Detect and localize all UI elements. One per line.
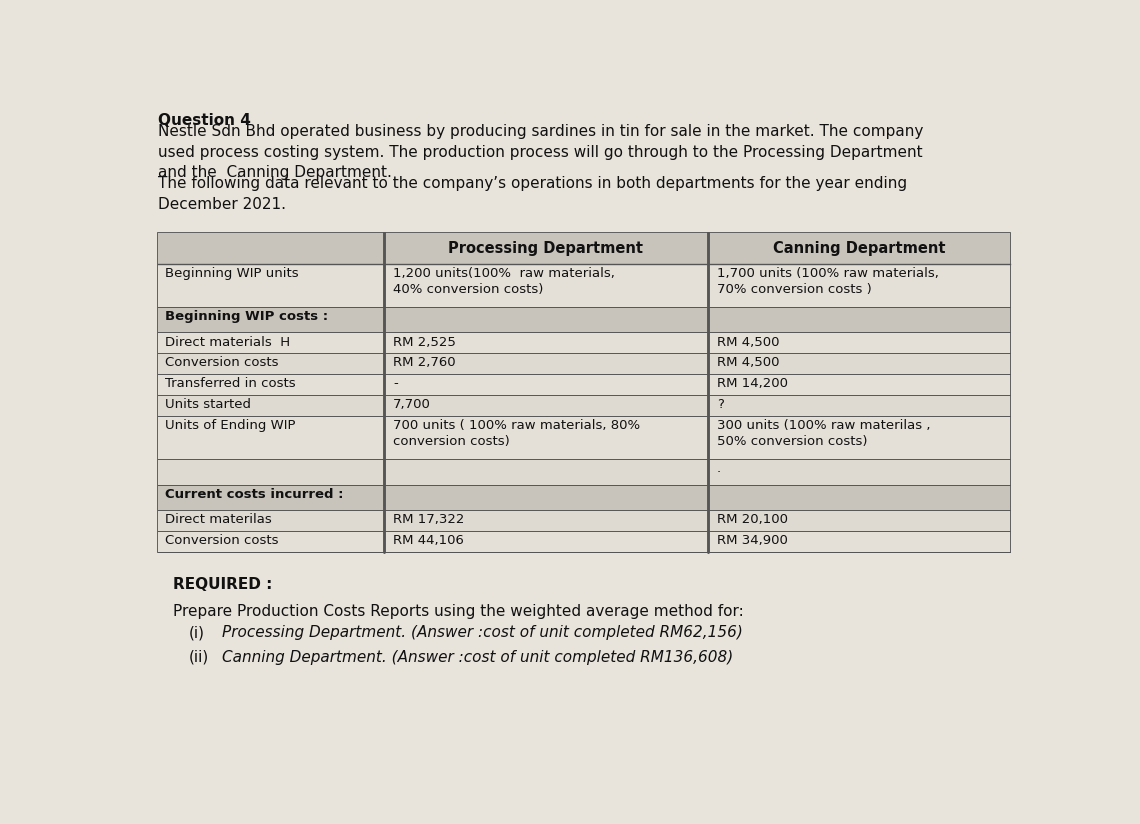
Text: RM 4,500: RM 4,500	[717, 335, 779, 349]
Bar	[158, 332, 1010, 353]
Text: Beginning WIP units: Beginning WIP units	[165, 267, 299, 280]
Text: RM 14,200: RM 14,200	[717, 377, 788, 391]
Text: -: -	[393, 377, 398, 391]
Text: Beginning WIP costs :: Beginning WIP costs :	[165, 310, 328, 323]
Bar	[158, 531, 1010, 552]
Text: Conversion costs: Conversion costs	[165, 534, 279, 547]
Text: RM 44,106: RM 44,106	[393, 534, 464, 547]
Bar	[158, 459, 1010, 485]
Text: Units started: Units started	[165, 398, 252, 411]
Text: RM 34,900: RM 34,900	[717, 534, 788, 547]
Text: (ii): (ii)	[188, 649, 209, 665]
Bar	[158, 396, 1010, 416]
Text: Transferred in costs: Transferred in costs	[165, 377, 296, 391]
Text: REQUIRED :: REQUIRED :	[173, 578, 272, 592]
Bar	[158, 233, 1010, 264]
Text: Canning Department: Canning Department	[773, 241, 945, 256]
Text: RM 2,525: RM 2,525	[393, 335, 456, 349]
Text: (i): (i)	[188, 625, 204, 640]
Text: Question 4: Question 4	[158, 113, 251, 128]
Text: Direct materials  H: Direct materials H	[165, 335, 291, 349]
Bar	[158, 264, 1010, 307]
Bar	[158, 510, 1010, 531]
Text: Current costs incurred :: Current costs incurred :	[165, 488, 344, 501]
Text: Prepare Production Costs Reports using the weighted average method for:: Prepare Production Costs Reports using t…	[173, 604, 744, 619]
Text: Canning Department. (Answer :cost of unit completed RM136,608): Canning Department. (Answer :cost of uni…	[222, 649, 733, 665]
Text: The following data relevant to the company’s operations in both departments for : The following data relevant to the compa…	[158, 176, 907, 212]
Text: Processing Department: Processing Department	[448, 241, 643, 256]
Text: 700 units ( 100% raw materials, 80%
conversion costs): 700 units ( 100% raw materials, 80% conv…	[393, 419, 640, 448]
Bar	[158, 353, 1010, 374]
Text: RM 17,322: RM 17,322	[393, 513, 464, 527]
Text: Conversion costs: Conversion costs	[165, 357, 279, 369]
Text: 1,200 units(100%  raw materials,
40% conversion costs): 1,200 units(100% raw materials, 40% conv…	[393, 267, 614, 296]
Text: RM 20,100: RM 20,100	[717, 513, 788, 527]
Bar	[158, 233, 1010, 552]
Bar	[158, 485, 1010, 510]
Text: 1,700 units (100% raw materials,
70% conversion costs ): 1,700 units (100% raw materials, 70% con…	[717, 267, 938, 296]
Text: Processing Department. (Answer :cost of unit completed RM62,156): Processing Department. (Answer :cost of …	[222, 625, 743, 640]
Text: ?: ?	[717, 398, 724, 411]
Text: 300 units (100% raw materilas ,
50% conversion costs): 300 units (100% raw materilas , 50% conv…	[717, 419, 930, 448]
Text: RM 2,760: RM 2,760	[393, 357, 456, 369]
Text: RM 4,500: RM 4,500	[717, 357, 779, 369]
Text: Units of Ending WIP: Units of Ending WIP	[165, 419, 296, 433]
Text: 7,700: 7,700	[393, 398, 431, 411]
Bar	[158, 416, 1010, 459]
Text: Direct materilas: Direct materilas	[165, 513, 272, 527]
Bar	[158, 307, 1010, 332]
Text: .: .	[717, 462, 720, 475]
Text: Nestle Sdn Bhd operated business by producing sardines in tin for sale in the ma: Nestle Sdn Bhd operated business by prod…	[158, 124, 923, 180]
Bar	[158, 374, 1010, 396]
